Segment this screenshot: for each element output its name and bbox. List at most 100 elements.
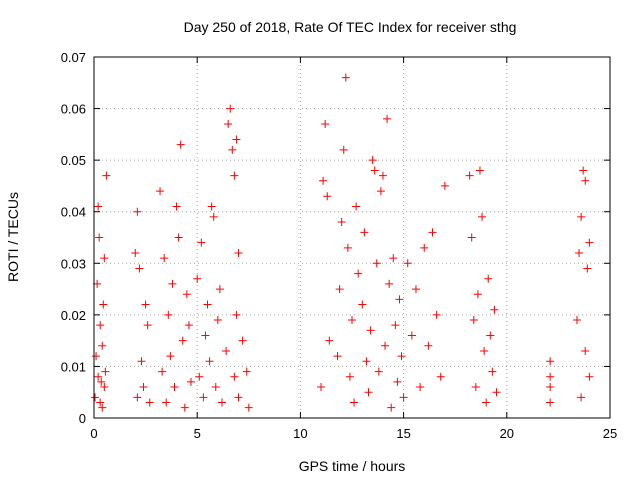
- x-tick-label: 20: [500, 426, 514, 441]
- data-point: [158, 367, 167, 376]
- y-tick-label: 0.05: [61, 153, 86, 168]
- data-point: [162, 398, 171, 407]
- data-point: [168, 279, 177, 288]
- y-tick-label: 0: [79, 411, 86, 426]
- data-point: [234, 248, 243, 257]
- data-point: [378, 171, 387, 180]
- grid: [94, 57, 610, 418]
- data-point: [170, 383, 179, 392]
- data-point: [341, 73, 350, 82]
- data-point: [184, 321, 193, 330]
- x-tick-label: 25: [603, 426, 617, 441]
- data-point: [440, 181, 449, 190]
- data-point: [381, 341, 390, 350]
- data-point: [98, 403, 107, 412]
- data-point: [135, 264, 144, 273]
- data-point: [238, 336, 247, 345]
- data-point: [174, 233, 183, 242]
- data-point: [488, 367, 497, 376]
- y-tick-label: 0.04: [61, 205, 86, 220]
- data-point: [156, 187, 165, 196]
- data-point: [411, 285, 420, 294]
- data-point: [333, 352, 342, 361]
- data-point: [471, 383, 480, 392]
- data-point: [467, 233, 476, 242]
- data-point: [98, 341, 107, 350]
- data-point: [228, 145, 237, 154]
- data-point: [133, 207, 142, 216]
- data-point: [182, 290, 191, 299]
- data-point: [100, 383, 109, 392]
- x-tick-label: 10: [293, 426, 307, 441]
- y-tick-label: 0.07: [61, 50, 86, 65]
- data-point: [546, 357, 555, 366]
- data-point: [101, 367, 110, 376]
- data-point: [579, 166, 588, 175]
- data-point: [484, 274, 493, 283]
- data-point: [482, 398, 491, 407]
- data-point: [197, 238, 206, 247]
- data-point: [234, 393, 243, 402]
- y-tick-label: 0.03: [61, 256, 86, 271]
- data-point: [180, 403, 189, 412]
- data-point: [166, 352, 175, 361]
- data-point: [323, 192, 332, 201]
- data-point: [387, 403, 396, 412]
- data-point: [95, 233, 104, 242]
- data-point: [352, 202, 361, 211]
- data-point: [350, 398, 359, 407]
- data-point: [572, 316, 581, 325]
- data-point: [99, 300, 108, 309]
- data-point: [195, 372, 204, 381]
- data-point: [207, 202, 216, 211]
- data-point: [399, 393, 408, 402]
- data-point: [546, 398, 555, 407]
- data-point: [160, 254, 169, 263]
- data-point: [348, 316, 356, 325]
- data-point: [94, 202, 103, 211]
- x-tick-label: 15: [396, 426, 410, 441]
- data-point: [424, 341, 433, 350]
- data-point: [546, 372, 555, 381]
- data-point: [376, 187, 385, 196]
- data-point: [131, 248, 140, 257]
- data-point: [339, 145, 348, 154]
- data-point: [465, 171, 474, 180]
- data-point: [145, 398, 154, 407]
- data-point: [492, 388, 501, 397]
- data-point: [362, 357, 371, 366]
- data-point: [100, 254, 109, 263]
- data-point: [139, 383, 148, 392]
- data-point: [581, 346, 590, 355]
- data-point: [370, 166, 379, 175]
- data-point: [187, 377, 196, 386]
- data-point: [143, 321, 152, 330]
- data-point: [102, 171, 111, 180]
- data-point: [428, 228, 437, 237]
- data-point: [172, 202, 181, 211]
- x-axis-label: GPS time / hours: [299, 458, 406, 474]
- data-point: [222, 346, 231, 355]
- data-point: [337, 218, 346, 227]
- data-point: [92, 352, 101, 361]
- data-point: [397, 352, 406, 361]
- data-point: [436, 372, 445, 381]
- chart-title: Day 250 of 2018, Rate Of TEC Index for r…: [184, 19, 517, 35]
- data-point: [178, 336, 187, 345]
- data-point: [372, 259, 381, 268]
- x-tick-label: 0: [90, 426, 97, 441]
- data-point: [141, 300, 150, 309]
- data-point: [473, 290, 482, 299]
- data-point: [205, 357, 214, 366]
- data-point: [343, 243, 352, 252]
- data-point: [217, 398, 226, 407]
- data-point: [389, 254, 398, 263]
- data-point: [176, 140, 185, 149]
- data-point: [480, 346, 489, 355]
- data-point: [364, 388, 373, 397]
- data-point: [319, 176, 328, 185]
- x-tick-label: 5: [194, 426, 201, 441]
- data-point: [325, 336, 334, 345]
- data-point: [490, 305, 499, 314]
